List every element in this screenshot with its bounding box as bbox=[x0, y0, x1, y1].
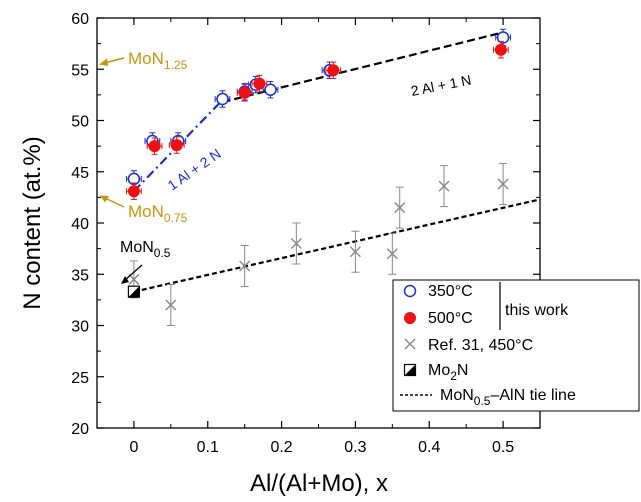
legend-label-ref: Ref. 31, 450°C bbox=[428, 337, 533, 354]
cross-marker bbox=[497, 178, 509, 190]
legend-marker-ref bbox=[404, 338, 416, 350]
legend-label-tie-line: MoN0.5–AlN tie line bbox=[440, 387, 576, 408]
y-tick-label: 60 bbox=[71, 11, 89, 28]
x-tick-label: 0.3 bbox=[344, 439, 366, 456]
legend: 350°C 500°C this work Ref. 31, 450°C Mo2N MoN… bbox=[392, 279, 640, 412]
legend-label-500c: 500°C bbox=[428, 310, 473, 327]
axis-ticks: 0 0.1 0.2 0.3 0.4 0.5 20 25 30 35 40 45 50 55 60 bbox=[71, 11, 541, 456]
y-tick-label: 55 bbox=[71, 62, 89, 79]
cross-marker bbox=[394, 202, 406, 214]
open-circle-marker bbox=[496, 31, 510, 44]
arrow-mon-0-5 bbox=[124, 264, 143, 281]
ref-point bbox=[438, 165, 450, 208]
legend-label-mo2n: Mo2N bbox=[428, 362, 468, 383]
arrowhead-mon-1-25 bbox=[99, 58, 108, 66]
point-500c bbox=[325, 61, 342, 79]
label-mon-0-75: MoN0.75 bbox=[128, 202, 188, 225]
arrow-mon-0-75 bbox=[104, 197, 125, 208]
y-tick-label: 40 bbox=[71, 216, 89, 233]
point-500c bbox=[236, 84, 253, 102]
filled-circle-marker bbox=[253, 77, 266, 90]
y-tick-label: 50 bbox=[71, 114, 89, 131]
cross-marker bbox=[438, 180, 450, 192]
x-tick-label: 0.4 bbox=[418, 439, 440, 456]
guide-line bbox=[133, 198, 540, 293]
y-tick-label: 35 bbox=[71, 267, 89, 284]
point-500c bbox=[251, 74, 268, 93]
square-fill bbox=[128, 286, 140, 298]
filled-circle-marker bbox=[238, 86, 251, 99]
cross-marker bbox=[349, 246, 361, 258]
ref-point bbox=[239, 245, 251, 288]
mo2n-marker bbox=[127, 285, 141, 298]
y-tick-label: 20 bbox=[71, 421, 89, 438]
data-series bbox=[126, 28, 511, 298]
point-500c bbox=[126, 182, 142, 200]
arrowhead-mon-0-75 bbox=[100, 195, 109, 203]
x-tick-label: 0.2 bbox=[270, 439, 292, 456]
point-500c bbox=[146, 137, 163, 155]
legend-label-350c: 350°C bbox=[428, 283, 473, 300]
ref-point bbox=[290, 222, 302, 265]
y-tick-label: 45 bbox=[71, 165, 89, 182]
cross-marker bbox=[165, 299, 177, 311]
filled-circle-marker bbox=[170, 139, 183, 152]
label-1al-2n: 1 Al + 2 N bbox=[165, 145, 224, 193]
ref-point bbox=[497, 163, 509, 206]
label-2al-1n: 2 Al + 1 N bbox=[410, 72, 473, 99]
legend-marker-mo2n bbox=[403, 363, 417, 377]
filled-circle-marker bbox=[127, 185, 140, 198]
ref-point bbox=[386, 232, 398, 275]
ref-point bbox=[165, 284, 177, 326]
point-350c bbox=[495, 28, 511, 47]
cross-marker bbox=[386, 248, 398, 260]
y-tick-label: 30 bbox=[71, 319, 89, 336]
x-tick-label: 0 bbox=[129, 439, 138, 456]
point-500c bbox=[492, 41, 509, 59]
x-tick-label: 0.5 bbox=[492, 439, 514, 456]
filled-circle-marker bbox=[494, 43, 507, 56]
cross-marker bbox=[128, 273, 140, 285]
legend-box bbox=[392, 279, 640, 412]
ref-point bbox=[394, 186, 406, 229]
annotations: MoN1.25 MoN0.75 MoN0.5 1 Al + 2 N 2 Al + 1 N bbox=[99, 49, 473, 284]
legend-marker-350c bbox=[403, 284, 417, 298]
arrowhead-mon-0-5 bbox=[121, 276, 129, 284]
label-mon-0-5: MoN0.5 bbox=[120, 239, 171, 260]
filled-circle-marker bbox=[327, 64, 340, 77]
legend-group-label: this work bbox=[505, 302, 569, 319]
cross-marker bbox=[239, 260, 251, 272]
open-circle-marker bbox=[264, 83, 277, 96]
point-350c bbox=[214, 90, 231, 108]
square-fill bbox=[404, 364, 416, 376]
x-tick-label: 0.1 bbox=[197, 439, 219, 456]
open-circle-marker bbox=[216, 92, 229, 106]
y-axis-label: N content (at.%) bbox=[19, 136, 46, 309]
x-axis-label: Al/(Al+Mo), x bbox=[250, 470, 388, 497]
label-mon-1-25: MoN1.25 bbox=[128, 49, 188, 72]
point-350c bbox=[262, 81, 279, 99]
y-tick-label: 25 bbox=[71, 370, 89, 387]
filled-circle-marker bbox=[148, 140, 161, 153]
ref-point bbox=[349, 230, 361, 273]
point-500c bbox=[168, 136, 185, 154]
ref-31-series bbox=[128, 163, 509, 326]
legend-marker-500c bbox=[404, 312, 416, 324]
cross-marker bbox=[290, 238, 302, 249]
